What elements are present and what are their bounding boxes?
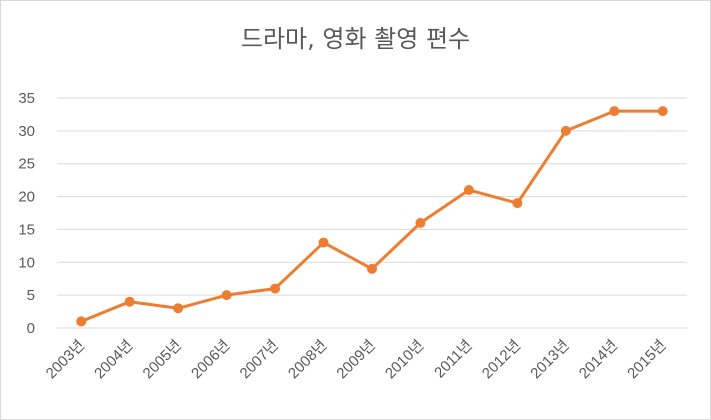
data-point — [173, 303, 184, 314]
x-tick-label: 2009년 — [333, 337, 378, 382]
y-tick-label: 30 — [18, 123, 35, 140]
data-point — [124, 296, 135, 307]
data-point — [463, 185, 474, 195]
data-point — [609, 106, 620, 117]
data-point — [367, 263, 377, 274]
data-point — [560, 125, 571, 136]
x-tick-label: 2004년 — [91, 337, 136, 382]
chart-title: 드라마, 영화 촬영 편수 — [240, 25, 471, 53]
series-line — [80, 109, 663, 323]
data-point — [318, 237, 329, 248]
x-tick-label: 2010년 — [382, 337, 427, 382]
data-point — [512, 198, 523, 209]
x-tick-label: 2006년 — [188, 337, 233, 382]
y-tick-label: 5 — [27, 287, 35, 304]
x-tick-label: 2013년 — [527, 337, 572, 382]
data-point — [270, 283, 281, 294]
data-point — [76, 316, 87, 327]
x-tick-label: 2014년 — [576, 337, 621, 382]
data-point — [221, 290, 232, 301]
y-tick-label: 20 — [18, 189, 35, 206]
y-tick-label: 0 — [27, 320, 35, 337]
x-tick-label: 2011년 — [431, 337, 476, 382]
x-tick-label: 2007년 — [237, 337, 282, 382]
y-tick-label: 25 — [18, 156, 35, 173]
y-tick-label: 15 — [18, 221, 35, 238]
x-tick-label: 2003년 — [43, 337, 88, 382]
y-tick-label: 10 — [18, 254, 35, 271]
y-tick-label: 35 — [18, 90, 35, 107]
data-point — [657, 106, 668, 117]
x-tick-label: 2008년 — [285, 337, 330, 382]
x-tick-label: 2015년 — [624, 337, 669, 382]
x-tick-label: 2005년 — [140, 337, 185, 382]
data-point — [415, 217, 426, 228]
x-tick-label: 2012년 — [479, 337, 524, 382]
